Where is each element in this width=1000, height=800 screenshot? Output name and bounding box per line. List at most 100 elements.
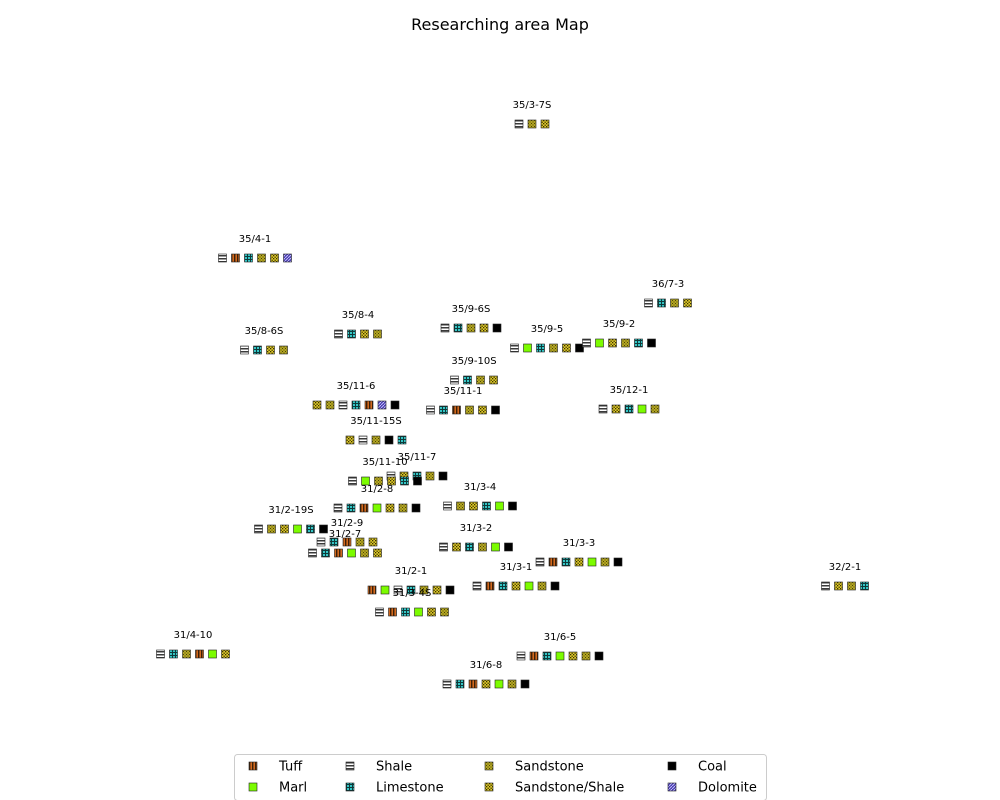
lithology-marker-marl xyxy=(293,524,302,534)
lithology-marker-limestone xyxy=(329,537,339,547)
lithology-marker-marl xyxy=(523,343,532,353)
lithology-marker-sandstone xyxy=(476,375,485,385)
lithology-marker-shale xyxy=(254,524,263,534)
lithology-marker-sandstone-shale xyxy=(432,585,442,595)
lithology-marker-shale xyxy=(156,649,165,659)
chart-title: Researching area Map xyxy=(411,15,589,34)
lithology-marker-shale xyxy=(442,679,452,689)
lithology-marker-shale xyxy=(510,343,519,353)
lithology-marker-dolomite xyxy=(667,782,677,792)
well-31-2-19s: 31/2-19S xyxy=(254,505,328,534)
lithology-marker-limestone xyxy=(634,338,643,348)
lithology-marker-shale xyxy=(218,253,227,263)
lithology-marker-coal xyxy=(491,405,500,415)
lithology-marker-sandstone xyxy=(456,501,465,511)
lithology-marker-shale xyxy=(535,557,545,567)
lithology-marker-sandstone-shale xyxy=(312,400,322,410)
well-31-3-2: 31/3-2 xyxy=(439,523,513,552)
lithology-marker-sandstone-shale xyxy=(479,323,489,333)
lithology-marker-sandstone-shale xyxy=(481,679,491,689)
lithology-marker-sandstone xyxy=(466,323,476,333)
well-label: 35/11-6 xyxy=(337,381,376,392)
lithology-marker-coal xyxy=(594,651,604,661)
lithology-marker-limestone xyxy=(463,375,472,385)
lithology-marker-limestone xyxy=(860,581,869,591)
lithology-marker-tuff xyxy=(334,548,343,558)
lithology-marker-sandstone xyxy=(537,581,547,591)
lithology-marker-sandstone xyxy=(267,524,276,534)
well-31-3-4: 31/3-4 xyxy=(443,482,517,511)
lithology-marker-sandstone xyxy=(373,329,382,339)
well-label: 35/9-2 xyxy=(603,319,635,330)
well-31-2-9: 31/2-9 xyxy=(316,518,378,547)
lithology-marker-tuff xyxy=(548,557,558,567)
lithology-marker-sandstone-shale xyxy=(427,607,436,617)
lithology-marker-shale xyxy=(240,345,249,355)
well-label: 31/6-8 xyxy=(470,660,502,671)
well-35-8-6s: 35/8-6S xyxy=(240,326,288,355)
well-32-2-1: 32/2-1 xyxy=(821,562,869,591)
lithology-marker-coal xyxy=(667,761,677,771)
legend-label: Tuff xyxy=(278,760,303,775)
lithology-marker-sandstone xyxy=(581,651,591,661)
lithology-marker-marl xyxy=(587,557,597,567)
legend-label: Limestone xyxy=(376,781,444,796)
well-35-9-2: 35/9-2 xyxy=(582,319,656,348)
lithology-marker-sandstone xyxy=(182,649,191,659)
lithology-marker-tuff xyxy=(485,581,495,591)
lithology-marker-shale xyxy=(821,581,830,591)
lithology-marker-shale xyxy=(308,548,317,558)
well-label: 35/12-1 xyxy=(610,385,649,396)
lithology-marker-sandstone xyxy=(325,400,335,410)
lithology-marker-sandstone xyxy=(549,343,558,353)
well-35-3-7s: 35/3-7S xyxy=(513,100,551,129)
lithology-marker-limestone xyxy=(351,400,361,410)
well-31-3-3: 31/3-3 xyxy=(535,538,623,567)
legend-item-dolomite: Dolomite xyxy=(667,781,757,796)
well-35-11-10: 35/11-10 xyxy=(348,457,422,486)
lithology-marker-tuff xyxy=(452,405,461,415)
well-36-7-3: 36/7-3 xyxy=(644,279,692,308)
lithology-marker-shale xyxy=(598,404,608,414)
lithology-marker-limestone xyxy=(306,524,315,534)
lithology-marker-sandstone-shale xyxy=(469,501,478,511)
lithology-marker-sandstone-shale xyxy=(511,581,521,591)
lithology-marker-shale xyxy=(334,329,343,339)
lithology-marker-limestone xyxy=(624,404,634,414)
lithology-marker-marl xyxy=(637,404,647,414)
legend-label: Sandstone/Shale xyxy=(515,781,624,796)
legend-item-tuff: Tuff xyxy=(248,760,303,775)
lithology-marker-sandstone xyxy=(847,581,856,591)
well-label: 31/2-8 xyxy=(361,484,393,495)
lithology-marker-limestone xyxy=(455,679,465,689)
lithology-marker-sandstone xyxy=(527,119,537,129)
well-label: 35/11-15S xyxy=(350,416,402,427)
lithology-marker-sandstone-shale xyxy=(562,343,571,353)
lithology-marker-sandstone-shale xyxy=(608,338,617,348)
lithology-marker-sandstone-shale xyxy=(270,253,279,263)
lithology-marker-sandstone-shale xyxy=(683,298,692,308)
well-31-4-10: 31/4-10 xyxy=(156,630,230,659)
lithology-marker-coal xyxy=(575,343,584,353)
lithology-marker-shale xyxy=(393,585,403,595)
lithology-marker-sandstone-shale xyxy=(373,548,382,558)
legend-item-coal: Coal xyxy=(667,760,727,775)
lithology-marker-limestone xyxy=(401,607,410,617)
well-label: 31/3-1 xyxy=(500,562,532,573)
lithology-marker-shale xyxy=(644,298,653,308)
lithology-marker-tuff xyxy=(367,585,377,595)
legend-label: Marl xyxy=(279,781,307,796)
lithology-marker-coal xyxy=(438,471,448,481)
well-label: 35/11-10 xyxy=(362,457,407,468)
lithology-marker-limestone xyxy=(465,542,474,552)
well-35-9-5: 35/9-5 xyxy=(510,324,584,353)
legend-item-shale: Shale xyxy=(345,760,412,775)
lithology-marker-marl xyxy=(555,651,565,661)
lithology-marker-tuff xyxy=(248,761,258,771)
lithology-marker-limestone xyxy=(244,253,253,263)
lithology-marker-limestone xyxy=(536,343,545,353)
lithology-marker-limestone xyxy=(253,345,262,355)
well-label: 35/9-5 xyxy=(531,324,563,335)
well-35-9-6s: 35/9-6S xyxy=(440,304,502,333)
